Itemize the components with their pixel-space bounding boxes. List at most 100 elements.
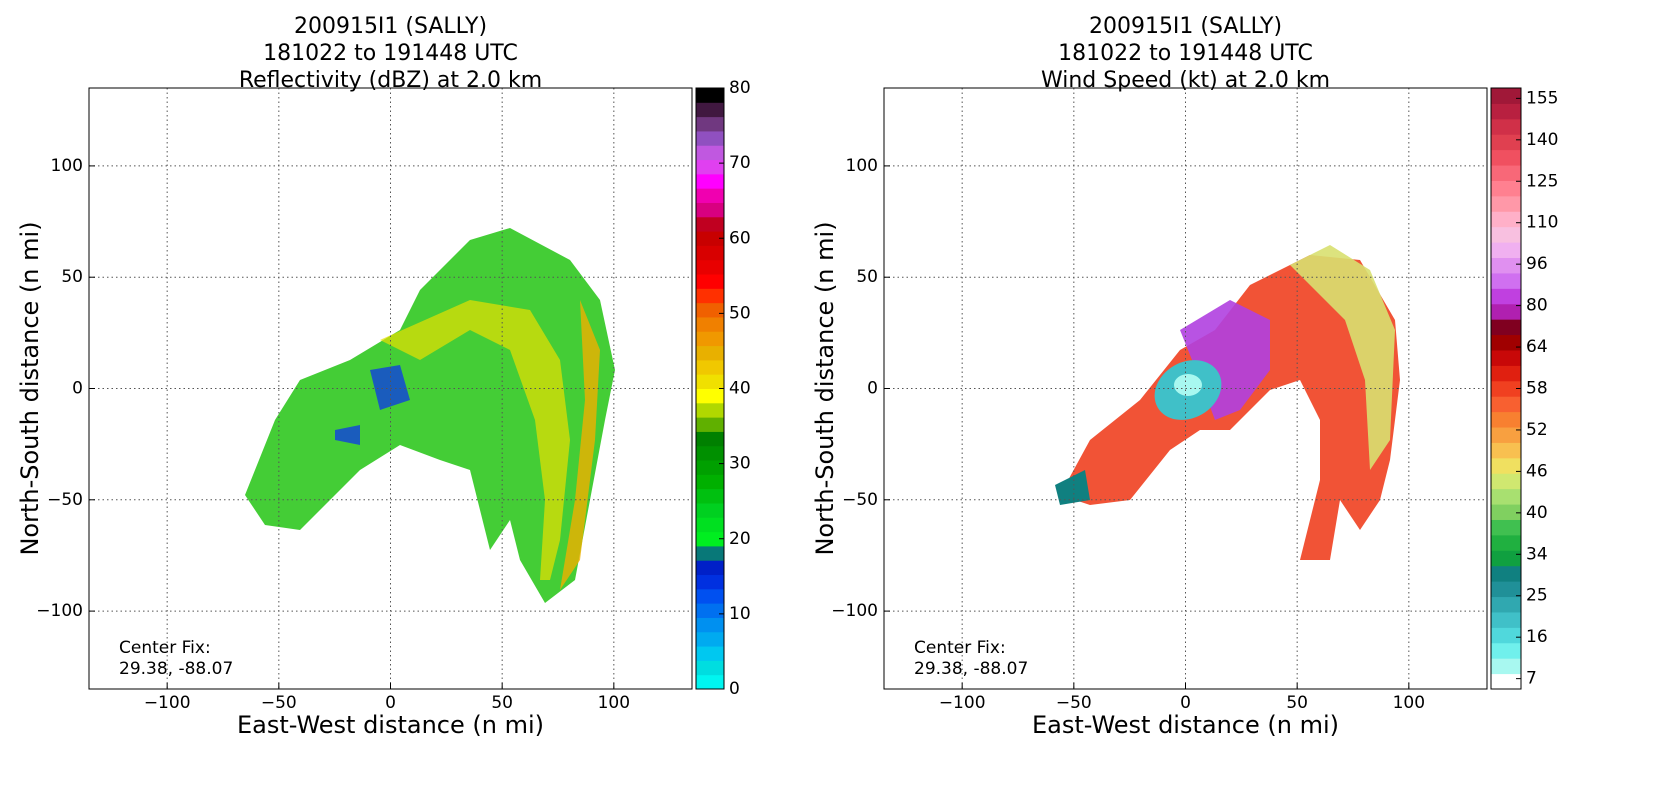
- colorbar-swatch: [1491, 581, 1521, 598]
- colorbar-swatch: [696, 102, 724, 118]
- colorbar-swatch: [696, 660, 724, 676]
- y-tick-label: 50: [856, 267, 878, 287]
- colorbar-swatch: [1491, 88, 1521, 104]
- colorbar-tick-label: 70: [729, 153, 751, 173]
- colorbar-swatch: [1491, 473, 1521, 490]
- colorbar-tick-label: 110: [1526, 213, 1558, 233]
- colorbar-swatch: [1491, 442, 1521, 459]
- plot-frame: [88, 87, 693, 690]
- colorbar-swatch: [696, 331, 724, 347]
- colorbar-tick-label: 10: [729, 604, 751, 624]
- colorbar-swatch: [696, 460, 724, 475]
- colorbar-swatch: [1491, 211, 1521, 228]
- colorbar-swatch: [1491, 226, 1521, 243]
- colorbar-swatch: [1491, 642, 1521, 659]
- colorbar-swatch: [1491, 180, 1521, 197]
- colorbar-swatch: [1491, 457, 1521, 474]
- colorbar-swatch: [696, 502, 724, 518]
- colorbar-swatch: [1491, 396, 1521, 413]
- colorbar-swatch: [1491, 319, 1521, 336]
- y-axis-label: North-South distance (n mi): [16, 221, 44, 555]
- colorbar-tick-label: 20: [729, 529, 751, 549]
- colorbar-swatch: [1491, 272, 1521, 289]
- colorbar-swatch: [696, 88, 724, 103]
- colorbar-swatch: [696, 445, 724, 461]
- y-tick-label: 100: [51, 156, 83, 176]
- colorbar-swatch: [696, 145, 724, 161]
- x-tick-label: 50: [491, 693, 513, 713]
- colorbar-swatch: [1491, 134, 1521, 151]
- colorbar-swatch: [1491, 658, 1521, 675]
- colorbar-swatch: [696, 245, 724, 261]
- chart-title: 181022 to 191448 UTC: [1058, 41, 1313, 66]
- y-tick-label: −50: [842, 490, 878, 510]
- colorbar-swatch: [696, 259, 724, 275]
- colorbar-swatch: [696, 388, 724, 404]
- colorbar-tick-label: 64: [1526, 337, 1548, 357]
- chart-title: 200915I1 (SALLY): [1089, 14, 1282, 39]
- colorbar-swatch: [696, 288, 724, 304]
- colorbar-swatch: [1491, 349, 1521, 366]
- colorbar-swatch: [696, 402, 724, 418]
- colorbar-swatch: [1491, 550, 1521, 567]
- colorbar-swatch: [1491, 149, 1521, 166]
- colorbar-swatch: [696, 417, 724, 432]
- colorbar-swatch: [696, 545, 724, 561]
- x-tick-label: 0: [1180, 693, 1191, 713]
- colorbar-swatch: [696, 116, 724, 132]
- x-tick-label: −50: [261, 693, 297, 713]
- colorbar-swatch: [1491, 242, 1521, 259]
- colorbar-tick-label: 7: [1526, 669, 1537, 689]
- x-tick-label: −100: [144, 693, 191, 713]
- y-tick-label: −100: [831, 601, 878, 621]
- x-tick-label: 100: [1393, 693, 1425, 713]
- colorbar-swatch: [696, 474, 724, 490]
- annotation: 29.38, -88.07: [914, 659, 1028, 679]
- y-tick-label: 0: [867, 379, 878, 399]
- colorbar-tick-label: 25: [1526, 586, 1548, 606]
- colorbar-swatch: [696, 603, 724, 618]
- y-tick-label: 50: [61, 267, 83, 287]
- colorbar-swatch: [696, 531, 724, 547]
- x-tick-label: −50: [1056, 693, 1092, 713]
- colorbar-tick-label: 40: [1526, 503, 1548, 523]
- colorbar-tick-label: 16: [1526, 627, 1548, 647]
- colorbar-swatch: [696, 646, 724, 661]
- y-tick-label: 100: [846, 156, 878, 176]
- plot-frame: [883, 87, 1488, 690]
- colorbar-swatch: [1491, 504, 1521, 520]
- colorbar-swatch: [1491, 627, 1521, 644]
- colorbar-tick-label: 30: [729, 454, 751, 474]
- colorbar-tick-label: 52: [1526, 420, 1548, 440]
- colorbar-swatch: [696, 188, 724, 203]
- colorbar-swatch: [1491, 165, 1521, 181]
- colorbar-swatch: [696, 345, 724, 361]
- colorbar-swatch: [696, 231, 724, 246]
- colorbar-tick-label: 46: [1526, 461, 1548, 481]
- chart-title: 181022 to 191448 UTC: [263, 41, 518, 66]
- colorbar-swatch: [696, 202, 724, 218]
- colorbar-swatch: [696, 560, 724, 576]
- colorbar-swatch: [1491, 288, 1521, 305]
- colorbar-swatch: [696, 216, 724, 232]
- colorbar-tick-label: 60: [729, 228, 751, 248]
- colorbar-swatch: [1491, 118, 1521, 135]
- colorbar-swatch: [1491, 195, 1521, 212]
- colorbar-swatch: [696, 302, 724, 318]
- colorbar-swatch: [696, 588, 724, 604]
- y-tick-label: 0: [72, 379, 83, 399]
- colorbar-swatch: [696, 359, 724, 375]
- colorbar-swatch: [1491, 303, 1521, 320]
- colorbar-tick-label: 96: [1526, 254, 1548, 274]
- x-tick-label: −100: [939, 693, 986, 713]
- colorbar-swatch: [696, 316, 724, 332]
- chart-title: 200915I1 (SALLY): [294, 14, 487, 39]
- colorbar-swatch: [1491, 673, 1521, 690]
- colorbar-swatch: [696, 674, 724, 690]
- colorbar-swatch: [1491, 334, 1521, 351]
- colorbar-swatch: [696, 431, 724, 447]
- radar-field-right: [1055, 245, 1400, 560]
- colorbar-swatch: [1491, 257, 1521, 274]
- colorbar-swatch: [1491, 519, 1521, 536]
- colorbar-swatch: [1491, 427, 1521, 443]
